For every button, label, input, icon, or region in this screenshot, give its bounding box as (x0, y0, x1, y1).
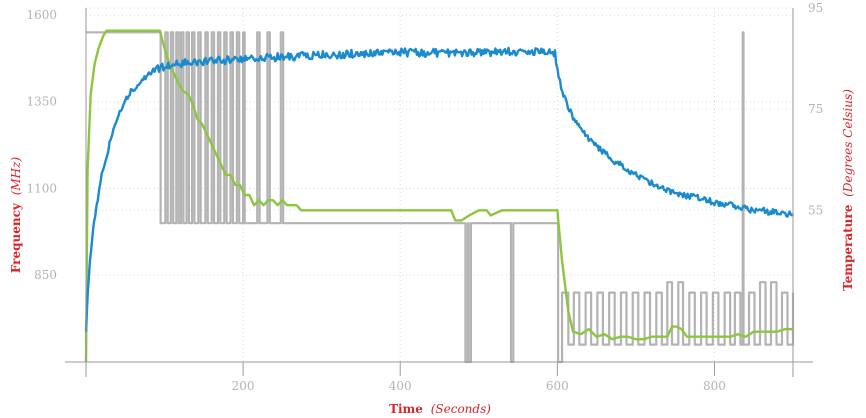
series-line-2 (84, 46, 794, 332)
x-tick-label-1: 400 (389, 379, 412, 393)
right-tick-label-2: 95 (808, 1, 823, 15)
left-tick-label-0: 850 (34, 268, 57, 282)
series-line-1 (84, 29, 793, 363)
left-axis-title-unit: (MHz) (9, 157, 23, 196)
left-axis-title: Frequency (MHz) (9, 157, 23, 274)
x-axis-title-bold: Time (389, 402, 423, 416)
left-tick-label-3: 1600 (26, 8, 57, 22)
left-tick-label-1: 1100 (26, 181, 57, 195)
right-tick-label-0: 55 (808, 203, 823, 217)
x-tick-label-0: 200 (232, 379, 255, 393)
labels: 200 400 600 800 850 1100 1350 1600 55 75 95 (26, 1, 823, 393)
x-tick-label-3: 800 (703, 379, 726, 393)
left-axis-title-bold: Frequency (9, 202, 23, 273)
series-layer (84, 29, 795, 364)
right-axis-title-bold: Temperature (841, 204, 855, 291)
x-axis-title-unit: (Seconds) (431, 402, 492, 416)
axes (65, 8, 813, 377)
right-tick-label-1: 75 (808, 102, 823, 116)
left-tick-label-2: 1350 (26, 95, 57, 109)
right-axis-title-unit: (Degrees Celsius) (841, 89, 855, 197)
right-axis-title: Temperature (Degrees Celsius) (841, 89, 855, 291)
x-axis-title: Time (Seconds) (389, 402, 491, 416)
x-tick-label-2: 600 (546, 379, 569, 393)
